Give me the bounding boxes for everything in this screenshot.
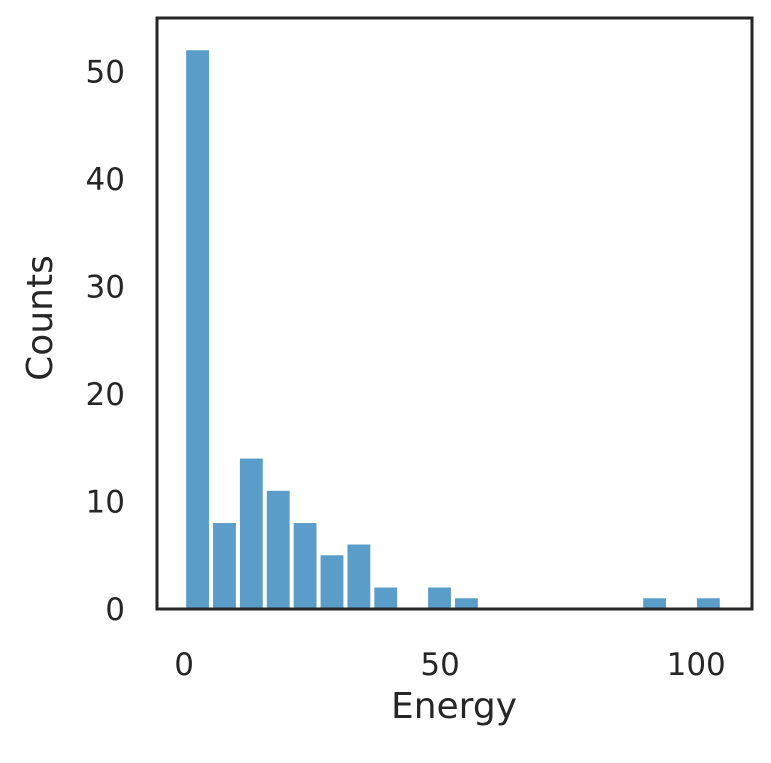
bar <box>696 598 720 609</box>
bar <box>320 555 344 609</box>
y-tick-label: 10 <box>86 485 125 521</box>
y-tick-label: 20 <box>86 377 125 413</box>
plot-frame <box>155 16 754 611</box>
bar <box>186 50 210 609</box>
x-axis-label: Energy <box>391 686 517 727</box>
bar <box>347 544 371 609</box>
bar <box>213 523 236 609</box>
bar <box>374 587 398 609</box>
y-tick-label: 50 <box>86 55 125 91</box>
y-axis-label: Counts <box>20 255 61 381</box>
bar <box>643 598 667 609</box>
x-tick-label: 50 <box>420 647 459 683</box>
x-tick-label: 0 <box>174 647 194 683</box>
y-tick-label: 40 <box>86 162 125 198</box>
bar <box>428 587 451 609</box>
bar <box>239 458 263 609</box>
x-tick-label: 100 <box>667 647 726 683</box>
y-tick-label: 0 <box>105 592 125 628</box>
bar <box>454 598 478 609</box>
bar <box>266 490 290 609</box>
y-tick-label: 30 <box>86 270 125 306</box>
bar <box>293 523 317 609</box>
